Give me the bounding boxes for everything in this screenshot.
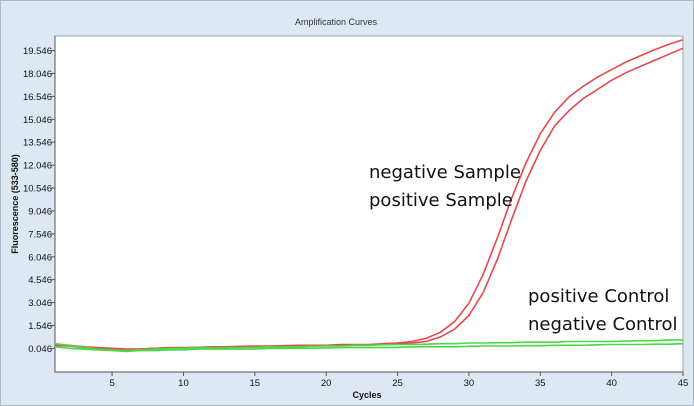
annotation-negative-control: negative Control xyxy=(528,314,678,335)
series-line-3 xyxy=(54,339,683,352)
x-tick-label: 25 xyxy=(392,378,403,389)
y-tick-label: 1.546 xyxy=(28,321,52,332)
plot-area xyxy=(54,35,684,373)
axis-ticks: 5 10 15 20 25 30 35 40 45 0.046 1.546 3.046 4.546 6.0… xyxy=(23,46,688,389)
y-tick-label: 16.546 xyxy=(23,92,52,103)
x-axis-label: Cycles xyxy=(352,390,381,400)
series-layer xyxy=(54,39,684,353)
y-axis-label: Fluorescence (533-580) xyxy=(10,154,20,254)
y-tick-label: 18.046 xyxy=(23,69,52,80)
x-tick-label: 5 xyxy=(109,378,114,389)
annotation-positive-control: positive Control xyxy=(528,286,669,307)
y-tick-label: 0.046 xyxy=(28,344,52,355)
x-tick-label: 15 xyxy=(250,378,261,389)
x-tick-label: 45 xyxy=(678,378,689,389)
series-line-4 xyxy=(54,342,684,353)
y-tick-label: 12.046 xyxy=(23,161,52,172)
annotation-negative-sample: negative Sample xyxy=(369,162,521,183)
x-tick-label: 35 xyxy=(535,378,546,389)
y-tick-label: 4.546 xyxy=(28,275,52,286)
y-tick-label: 9.046 xyxy=(28,206,52,217)
y-tick-label: 15.046 xyxy=(23,115,52,126)
y-tick-label: 6.046 xyxy=(28,252,52,263)
y-tick-label: 10.546 xyxy=(23,184,52,195)
chart-title: Amplification Curves xyxy=(295,17,378,27)
x-tick-label: 40 xyxy=(606,378,617,389)
x-tick-label: 30 xyxy=(464,378,475,389)
x-tick-label: 10 xyxy=(178,378,189,389)
y-tick-label: 19.546 xyxy=(23,46,52,57)
x-tick-label: 20 xyxy=(321,378,332,389)
y-tick-label: 3.046 xyxy=(28,298,52,309)
y-tick-label: 7.546 xyxy=(28,229,52,240)
annotation-positive-sample: positive Sample xyxy=(369,190,513,211)
y-tick-label: 13.546 xyxy=(23,138,52,149)
